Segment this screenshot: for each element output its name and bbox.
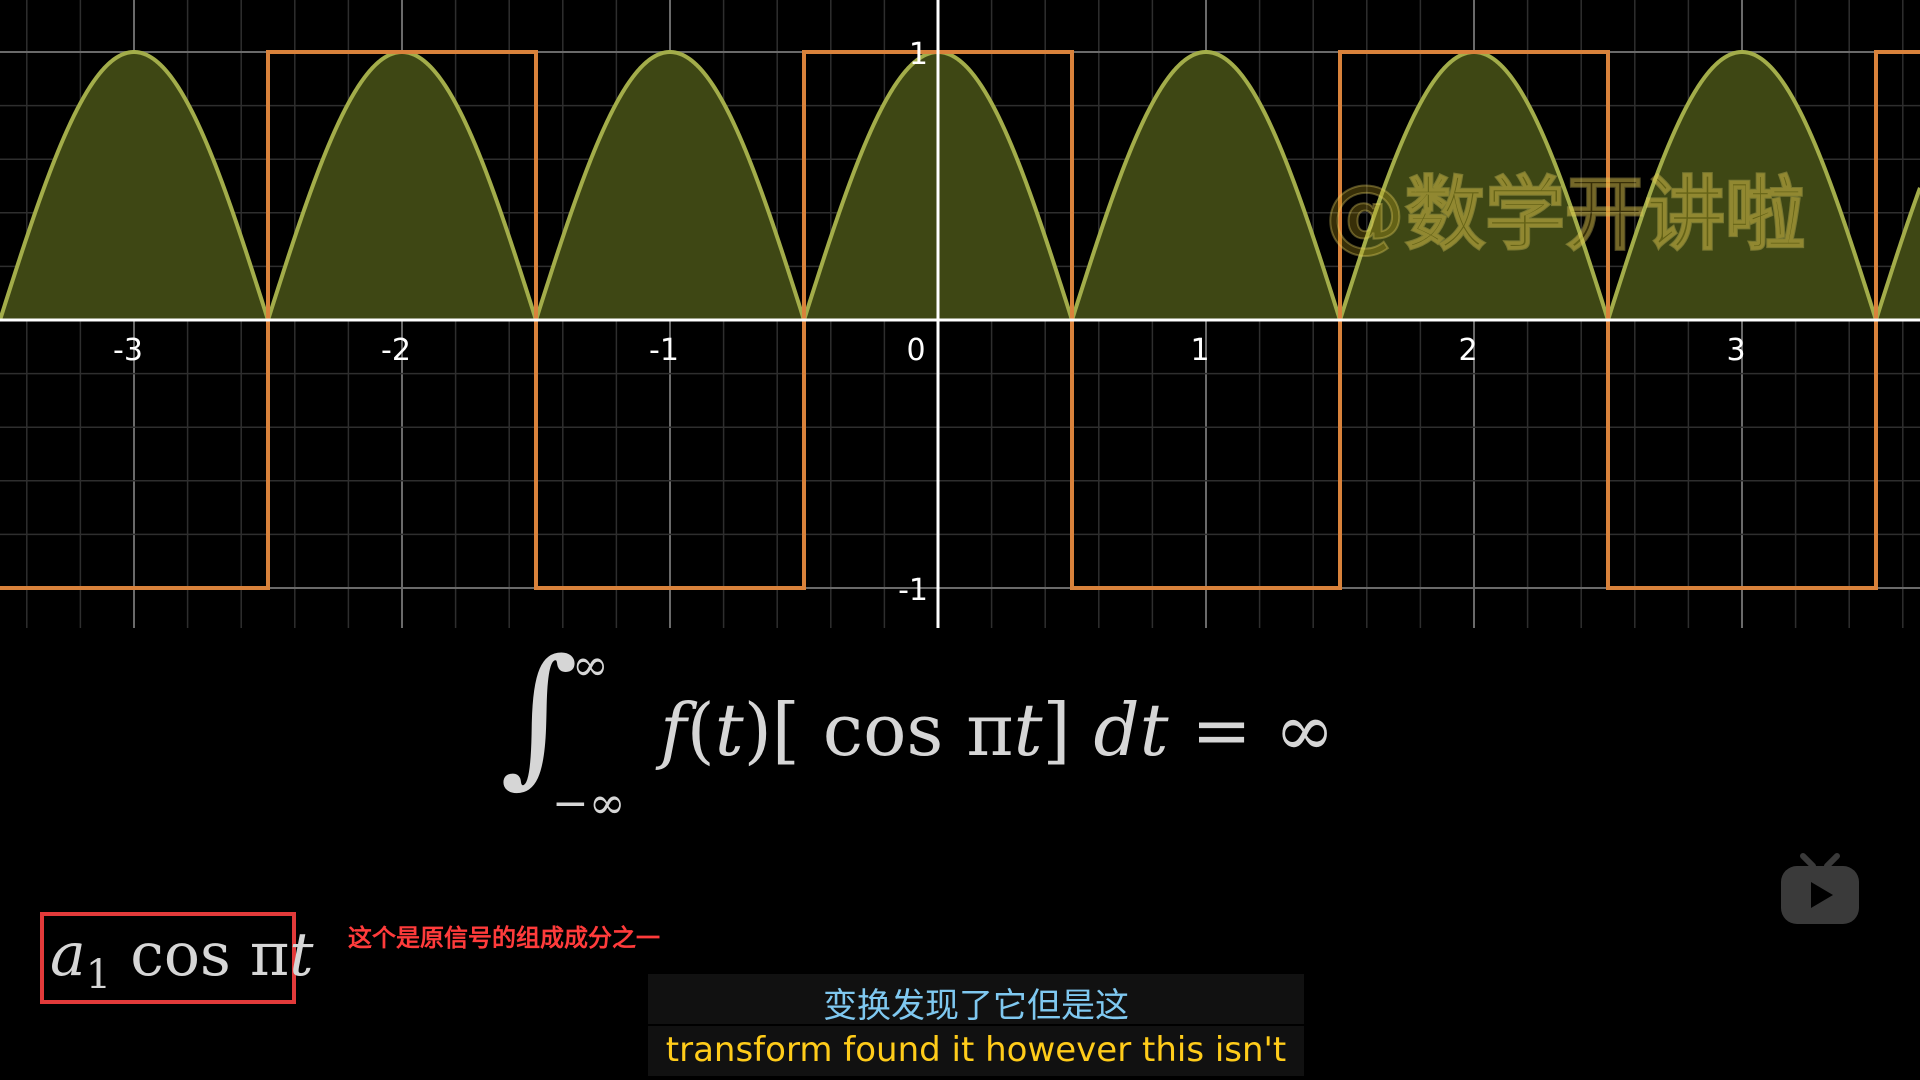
formula-dt: dt (1093, 688, 1169, 772)
component-formula: a1 cos πt (50, 920, 313, 998)
formula-close-bracket: ] (1042, 688, 1094, 772)
y-tick-label: 1 (909, 37, 928, 72)
subtitle-chinese: 变换发现了它但是这 (823, 986, 1129, 1026)
subtitle-background-cn (648, 974, 1304, 1024)
x-tick-label: -3 (113, 333, 143, 368)
integral-expression: f(t)[ cos πt] dt = ∞ (660, 688, 1335, 772)
coefficient-subscript: 1 (85, 952, 112, 998)
formula-equals-infinity: = ∞ (1168, 688, 1335, 772)
integral-upper-limit: ∞ (572, 640, 609, 691)
subtitle-background-en (648, 1026, 1304, 1076)
rectified-cosine-curve (0, 50, 1920, 327)
subtitle-english: transform found it however this isn't (665, 1030, 1287, 1070)
integral-lower-limit: −∞ (552, 778, 626, 829)
x-tick-label: 3 (1726, 333, 1745, 368)
y-tick-label: -1 (898, 573, 928, 608)
x-tick-label: -1 (649, 333, 679, 368)
coefficient-a: a (50, 920, 86, 990)
component-cos: cos π (111, 920, 290, 990)
x-tick-label: 0 (906, 333, 925, 368)
component-t: t (289, 920, 314, 990)
component-highlight-box (40, 912, 296, 1004)
formula-open-paren: ( (686, 688, 715, 772)
formula-cos-part: )[ cos π (743, 688, 1014, 772)
function-graph: -3 -2 -1 0 1 2 3 1 -1 (0, 0, 1920, 628)
axes (0, 0, 1920, 628)
x-tick-label: 1 (1190, 333, 1209, 368)
integral-sign: ∫ (500, 628, 579, 802)
formula-t: t (714, 688, 744, 772)
cosine-area-fill (0, 52, 1920, 321)
square-wave-series (0, 50, 1920, 590)
tick-labels: -3 -2 -1 0 1 2 3 1 -1 (113, 37, 1746, 608)
tv-play-icon (1781, 853, 1859, 924)
x-tick-label: -2 (381, 333, 411, 368)
x-tick-label: 2 (1458, 333, 1477, 368)
component-annotation: 这个是原信号的组成成分之一 (348, 924, 660, 952)
channel-watermark: @数学开讲啦 (1324, 167, 1806, 262)
formula-f: f (660, 688, 687, 772)
formula-t2: t (1013, 688, 1043, 772)
